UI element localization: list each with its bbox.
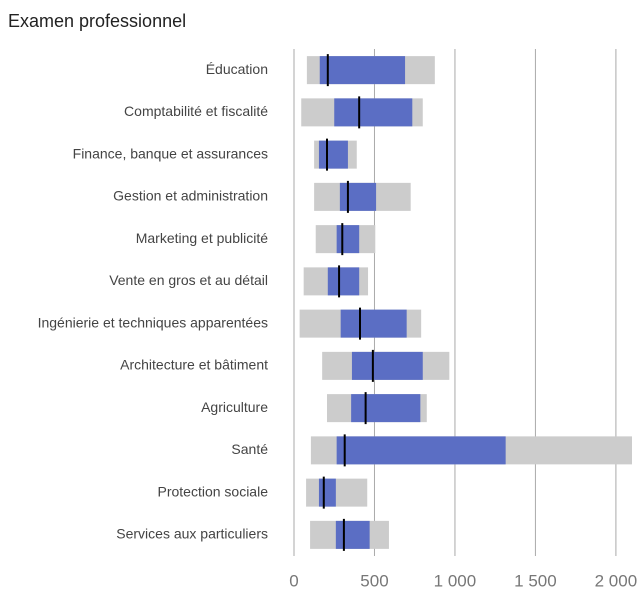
iqr-bar <box>334 98 413 127</box>
x-tick-label: 0 <box>289 571 298 590</box>
iqr-bar <box>351 351 423 380</box>
x-tick-label: 1 000 <box>434 571 477 590</box>
x-tick-label: 500 <box>360 571 388 590</box>
category-label: Marketing et publicité <box>136 230 269 246</box>
iqr-bar <box>327 267 360 296</box>
iqr-bar <box>351 394 421 423</box>
category-label: Agriculture <box>201 399 268 415</box>
category-label: Architecture et bâtiment <box>120 357 268 373</box>
iqr-bar <box>335 520 370 549</box>
category-label: Éducation <box>206 61 268 77</box>
iqr-bar <box>318 478 336 507</box>
range-bar <box>306 478 368 507</box>
category-label: Services aux particuliers <box>116 526 268 542</box>
category-label: Santé <box>231 441 268 457</box>
x-tick-label: 1 500 <box>514 571 557 590</box>
category-label: Ingénierie et techniques apparentées <box>38 314 268 330</box>
iqr-bar <box>340 309 407 338</box>
category-label: Finance, banque et assurances <box>73 145 268 161</box>
iqr-bar <box>319 56 406 85</box>
chart-title: Examen professionnel <box>8 11 186 31</box>
iqr-bar <box>336 225 360 254</box>
category-label: Vente en gros et au détail <box>109 272 268 288</box>
iqr-bar <box>336 436 506 465</box>
category-label: Comptabilité et fiscalité <box>124 103 268 119</box>
iqr-bar <box>318 140 348 169</box>
x-tick-label: 2 000 <box>595 571 638 590</box>
category-label: Protection sociale <box>157 483 268 499</box>
category-label: Gestion et administration <box>113 188 268 204</box>
iqr-bar <box>339 182 377 211</box>
